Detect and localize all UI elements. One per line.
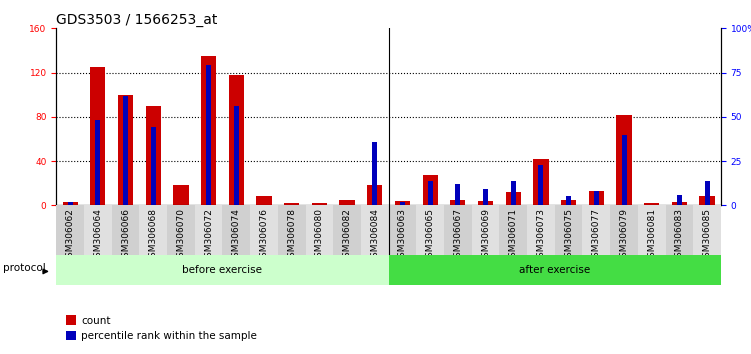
- Bar: [395, 201, 410, 205]
- Text: GSM306072: GSM306072: [204, 208, 213, 263]
- Bar: [389, 255, 721, 285]
- Bar: [361, 205, 389, 255]
- Bar: [455, 184, 460, 205]
- Bar: [167, 205, 195, 255]
- Bar: [118, 95, 133, 205]
- Text: GSM306077: GSM306077: [592, 208, 601, 263]
- Bar: [56, 255, 389, 285]
- Bar: [555, 205, 583, 255]
- Bar: [372, 142, 377, 205]
- Text: GSM306083: GSM306083: [675, 208, 684, 263]
- Bar: [367, 185, 382, 205]
- Bar: [56, 205, 84, 255]
- Legend: count, percentile rank within the sample: count, percentile rank within the sample: [62, 311, 261, 345]
- Bar: [472, 205, 499, 255]
- Bar: [622, 135, 626, 205]
- Text: GSM306078: GSM306078: [287, 208, 296, 263]
- Bar: [583, 205, 610, 255]
- Bar: [589, 191, 604, 205]
- Bar: [638, 205, 665, 255]
- Bar: [250, 205, 278, 255]
- Text: GSM306066: GSM306066: [121, 208, 130, 263]
- Text: GSM306065: GSM306065: [426, 208, 435, 263]
- Bar: [90, 67, 105, 205]
- Bar: [84, 205, 112, 255]
- Bar: [427, 181, 433, 205]
- Text: GDS3503 / 1566253_at: GDS3503 / 1566253_at: [56, 13, 218, 27]
- Bar: [400, 202, 405, 205]
- Bar: [201, 56, 216, 205]
- Bar: [206, 65, 211, 205]
- Bar: [704, 181, 710, 205]
- Bar: [195, 205, 222, 255]
- Bar: [527, 205, 555, 255]
- Bar: [444, 205, 472, 255]
- Bar: [234, 106, 239, 205]
- Bar: [533, 159, 548, 205]
- Bar: [256, 196, 272, 205]
- Bar: [610, 205, 638, 255]
- Bar: [617, 115, 632, 205]
- Text: GSM306080: GSM306080: [315, 208, 324, 263]
- Text: GSM306062: GSM306062: [65, 208, 74, 263]
- Text: GSM306074: GSM306074: [232, 208, 241, 263]
- Bar: [306, 205, 333, 255]
- Bar: [389, 205, 416, 255]
- Bar: [499, 205, 527, 255]
- Text: GSM306075: GSM306075: [564, 208, 573, 263]
- Bar: [566, 196, 572, 205]
- Text: GSM306064: GSM306064: [93, 208, 102, 263]
- Bar: [677, 195, 682, 205]
- Text: GSM306063: GSM306063: [398, 208, 407, 263]
- Bar: [478, 201, 493, 205]
- Text: GSM306068: GSM306068: [149, 208, 158, 263]
- Text: after exercise: after exercise: [519, 265, 590, 275]
- Bar: [423, 176, 438, 205]
- Text: GSM306079: GSM306079: [620, 208, 629, 263]
- Text: GSM306067: GSM306067: [454, 208, 463, 263]
- Bar: [333, 205, 361, 255]
- Bar: [416, 205, 444, 255]
- Bar: [594, 191, 599, 205]
- Bar: [222, 205, 250, 255]
- Text: GSM306073: GSM306073: [536, 208, 545, 263]
- Text: GSM306071: GSM306071: [508, 208, 517, 263]
- Text: GSM306076: GSM306076: [260, 208, 269, 263]
- Text: GSM306070: GSM306070: [176, 208, 185, 263]
- Bar: [173, 185, 189, 205]
- Bar: [505, 192, 521, 205]
- Bar: [665, 205, 693, 255]
- Bar: [229, 75, 244, 205]
- Bar: [483, 189, 488, 205]
- Bar: [278, 205, 306, 255]
- Bar: [284, 203, 300, 205]
- Text: GSM306081: GSM306081: [647, 208, 656, 263]
- Bar: [693, 205, 721, 255]
- Bar: [146, 106, 161, 205]
- Text: before exercise: before exercise: [182, 265, 263, 275]
- Bar: [538, 165, 544, 205]
- Bar: [68, 202, 73, 205]
- Bar: [123, 96, 128, 205]
- Bar: [95, 120, 101, 205]
- Bar: [511, 181, 516, 205]
- Bar: [312, 203, 327, 205]
- Bar: [672, 202, 687, 205]
- Text: GSM306085: GSM306085: [703, 208, 712, 263]
- Text: GSM306084: GSM306084: [370, 208, 379, 263]
- Bar: [62, 202, 78, 205]
- Text: protocol: protocol: [3, 263, 46, 273]
- Bar: [140, 205, 167, 255]
- Text: GSM306082: GSM306082: [342, 208, 351, 263]
- Bar: [699, 196, 715, 205]
- Bar: [644, 203, 659, 205]
- Bar: [451, 200, 466, 205]
- Bar: [561, 200, 576, 205]
- Bar: [151, 127, 155, 205]
- Bar: [112, 205, 140, 255]
- Text: GSM306069: GSM306069: [481, 208, 490, 263]
- Bar: [339, 200, 354, 205]
